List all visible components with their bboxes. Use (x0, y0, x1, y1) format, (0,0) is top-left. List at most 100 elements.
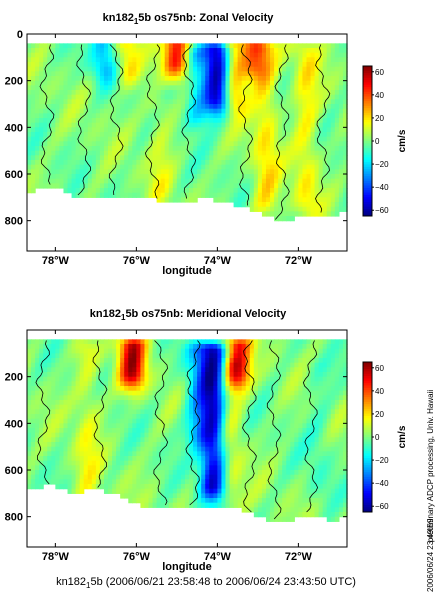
heatmap-cell (132, 57, 137, 63)
heatmap-cell (124, 404, 129, 410)
heatmap-cell (124, 353, 129, 359)
heatmap-cell (237, 348, 243, 354)
heatmap-cell (257, 141, 263, 147)
heatmap-cell (270, 62, 275, 68)
heatmap-cell (322, 160, 328, 166)
heatmap-cell (270, 66, 275, 72)
heatmap-cell (338, 174, 344, 180)
heatmap-cell (27, 451, 32, 457)
heatmap-cell (67, 150, 73, 156)
heatmap-cell (213, 132, 218, 138)
heatmap-cell (225, 451, 231, 457)
heatmap-cell (253, 381, 259, 387)
heatmap-cell (189, 62, 194, 68)
heatmap-cell (31, 442, 36, 448)
heatmap-cell (144, 339, 150, 345)
heatmap-cell (91, 160, 97, 166)
heatmap-cell (282, 188, 287, 194)
heatmap-cell (302, 174, 308, 180)
heatmap-cell (152, 498, 158, 504)
heatmap-cell (322, 80, 328, 86)
heatmap-cell (245, 132, 251, 138)
heatmap-cell (253, 202, 259, 208)
heatmap-cell (156, 362, 162, 368)
heatmap-cell (103, 57, 109, 63)
heatmap-cell (265, 71, 271, 77)
heatmap-cell (213, 104, 218, 110)
heatmap-cell (249, 339, 255, 345)
heatmap-cell (176, 358, 182, 364)
heatmap-cell (310, 160, 316, 166)
heatmap-cell (184, 160, 190, 166)
heatmap-cell (87, 362, 93, 368)
heatmap-cell (241, 99, 247, 105)
heatmap-cell (152, 150, 158, 156)
heatmap-cell (31, 90, 36, 96)
heatmap-cell (51, 418, 56, 424)
heatmap-cell (160, 488, 166, 494)
heatmap-cell (108, 456, 113, 462)
heatmap-cell (51, 358, 56, 364)
heatmap-cell (35, 71, 40, 77)
heatmap-cell (160, 437, 166, 443)
heatmap-cell (245, 381, 251, 387)
heatmap-cell (229, 192, 235, 198)
heatmap-cell (91, 52, 97, 58)
heatmap-cell (63, 437, 69, 443)
heatmap-cell (63, 479, 69, 485)
heatmap-cell (209, 470, 214, 476)
heatmap-cell (253, 52, 259, 58)
heatmap-cell (91, 409, 97, 415)
heatmap-cell (209, 66, 214, 72)
heatmap-cell (51, 395, 56, 401)
heatmap-cell (241, 474, 247, 480)
heatmap-cell (249, 164, 255, 170)
heatmap-cell (168, 174, 174, 180)
heatmap-cell (59, 470, 65, 476)
heatmap-cell (257, 76, 263, 82)
heatmap-cell (241, 164, 247, 170)
heatmap-cell (180, 104, 186, 110)
heatmap-cell (108, 160, 113, 166)
heatmap-cell (209, 188, 214, 194)
heatmap-cell (140, 136, 146, 142)
heatmap-cell (91, 118, 97, 124)
heatmap-cell (217, 344, 223, 350)
heatmap-cell (43, 386, 48, 392)
heatmap-cell (168, 85, 174, 91)
heatmap-cell (124, 474, 129, 480)
heatmap-cell (120, 160, 125, 166)
heatmap-cell (290, 113, 295, 119)
heatmap-cell (144, 132, 150, 138)
heatmap-cell (108, 62, 113, 68)
heatmap-cell (278, 104, 283, 110)
heatmap-cell (342, 90, 348, 96)
heatmap-cell (43, 400, 48, 406)
heatmap-cell (144, 437, 150, 443)
heatmap-cell (83, 418, 89, 424)
heatmap-cell (274, 178, 279, 184)
heatmap-cell (108, 90, 113, 96)
heatmap-cell (245, 127, 251, 133)
heatmap-cell (132, 136, 137, 142)
heatmap-cell (47, 460, 52, 466)
heatmap-cell (103, 470, 109, 476)
heatmap-cell (128, 404, 133, 410)
heatmap-cell (334, 202, 340, 208)
heatmap-cell (278, 216, 283, 222)
heatmap-cell (270, 362, 275, 368)
heatmap-cell (148, 432, 154, 438)
heatmap-cell (79, 390, 85, 396)
heatmap-cell (265, 437, 271, 443)
heatmap-cell (132, 183, 137, 189)
heatmap-cell (83, 386, 89, 392)
heatmap-cell (55, 76, 60, 82)
heatmap-cell (156, 85, 162, 91)
heatmap-cell (253, 80, 259, 86)
heatmap-cell (136, 94, 142, 100)
heatmap-cell (99, 80, 105, 86)
heatmap-cell (95, 122, 101, 128)
heatmap-cell (71, 192, 77, 198)
heatmap-cell (201, 178, 206, 184)
heatmap-cell (75, 90, 81, 96)
